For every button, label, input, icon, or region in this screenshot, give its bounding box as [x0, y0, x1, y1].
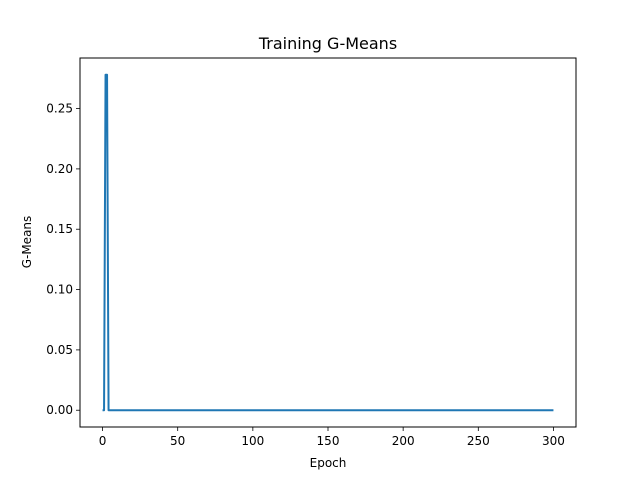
- chart-title: Training G-Means: [258, 34, 397, 53]
- y-tick-label: 0.20: [46, 162, 73, 176]
- y-axis-label: G-Means: [20, 216, 34, 269]
- y-tick-label: 0.10: [46, 283, 73, 297]
- x-tick-label: 200: [392, 434, 415, 448]
- x-tick-label: 300: [542, 434, 565, 448]
- y-tick-label: 0.15: [46, 222, 73, 236]
- x-tick-label: 0: [99, 434, 107, 448]
- plot-frame: [79, 57, 577, 428]
- x-axis-label: Epoch: [310, 456, 347, 470]
- x-tick-label: 150: [317, 434, 340, 448]
- x-tick-label: 100: [241, 434, 264, 448]
- x-tick-label: 50: [170, 434, 185, 448]
- y-tick-label: 0.00: [46, 403, 73, 417]
- y-tick-label: 0.25: [46, 102, 73, 116]
- y-tick-label: 0.05: [46, 343, 73, 357]
- x-tick-label: 250: [467, 434, 490, 448]
- series-line-0: [102, 73, 554, 412]
